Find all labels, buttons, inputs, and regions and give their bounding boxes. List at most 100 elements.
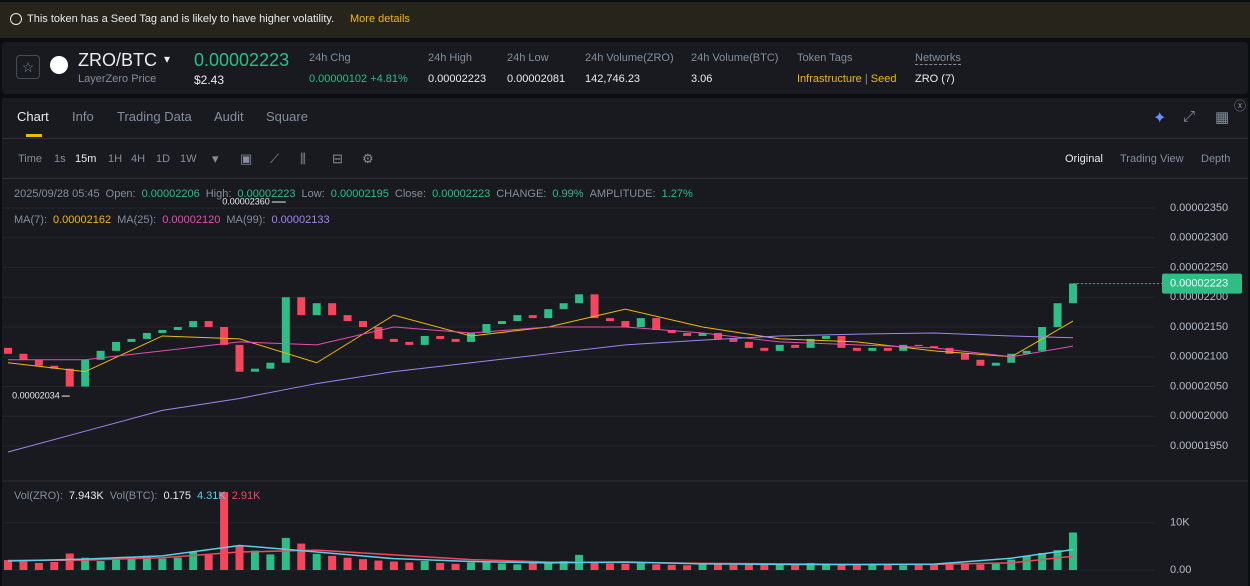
ai-icon[interactable]: ✦ [1153, 110, 1167, 127]
tag[interactable]: Infrastructure [797, 73, 862, 85]
y-tick-label: 0.00002100 [1170, 351, 1228, 363]
candle [852, 347, 861, 351]
tool-icon[interactable]: ⟋ [270, 151, 280, 166]
candle [281, 297, 290, 363]
stat-number: 142,746.23 [585, 73, 641, 85]
volume-bar [1022, 555, 1031, 570]
volume-bar [683, 565, 692, 570]
candle [605, 318, 614, 322]
tool-icon[interactable]: ⚙ [362, 151, 374, 166]
banner-link[interactable]: More details [350, 13, 410, 25]
candle [189, 321, 198, 328]
info-icon [10, 13, 22, 25]
tag[interactable]: Seed [870, 73, 897, 85]
close-icon[interactable]: ⓧ [1234, 99, 1247, 113]
tool-icon[interactable]: ⫼ [300, 151, 306, 166]
volume-bar [822, 564, 831, 570]
stat-number: 0.00002223 [428, 73, 487, 85]
subtitle[interactable]: LayerZero Price [78, 73, 157, 85]
volume-bar [467, 562, 476, 570]
candle [405, 341, 414, 345]
price-usd: $2.43 [194, 73, 225, 87]
favorite-star[interactable]: ☆ [16, 55, 40, 79]
expand-icon[interactable]: ⤢ [1183, 108, 1196, 125]
volume-bar [559, 561, 568, 570]
stat-change: +4.81% [370, 73, 408, 85]
view-option[interactable]: Depth [1201, 153, 1231, 165]
volume-bar [142, 555, 151, 570]
interval[interactable]: Time [18, 153, 43, 165]
view-option[interactable]: Trading View [1120, 153, 1184, 165]
stat-value: 3.06 [691, 73, 712, 85]
candle [744, 341, 753, 348]
candle [513, 315, 522, 322]
volume-bar [1007, 559, 1016, 570]
divider [2, 138, 1248, 139]
candle [312, 303, 321, 316]
tool-icon[interactable]: ⊟ [332, 151, 343, 166]
volume-bar [744, 562, 753, 570]
candle [822, 335, 831, 339]
volume-bar [852, 565, 861, 570]
vol-label: Vol(BTC): [109, 490, 158, 502]
candle [945, 347, 954, 354]
symbol[interactable]: ZRO/BTC [78, 50, 157, 70]
candle [930, 346, 939, 348]
candle [173, 327, 182, 330]
candle [729, 338, 738, 342]
volume-bar [883, 564, 892, 570]
y-tick-label: 0.00002250 [1170, 261, 1228, 273]
candle [112, 341, 121, 351]
volume-legend: Vol(ZRO): 7.943K Vol(BTC): 0.175 4.31K 2.91K [14, 490, 261, 502]
volume-bar [281, 537, 290, 570]
symbol-dropdown[interactable]: ▾ [164, 52, 171, 66]
ohlc-value: 0.00002206 [141, 188, 200, 200]
volume-bar [729, 564, 738, 570]
y-tick-label: 0.00002000 [1170, 410, 1228, 422]
ma-line [7, 332, 1074, 453]
tab[interactable]: Trading Data [117, 109, 192, 124]
candle [621, 321, 630, 328]
interval[interactable]: 1s [54, 153, 66, 165]
candle [328, 303, 337, 316]
annotation-label: 0.00002360 [222, 196, 270, 206]
vol-label: Vol(ZRO): [14, 490, 63, 502]
candle [204, 321, 213, 328]
tool-icon[interactable]: ▣ [240, 151, 253, 166]
tab[interactable]: Info [72, 109, 94, 124]
interval[interactable]: 15m [75, 153, 97, 165]
volume-bar [158, 558, 167, 570]
interval[interactable]: 4H [131, 153, 146, 165]
volume-bar [436, 562, 445, 570]
volume-ma-line [7, 544, 1074, 566]
interval[interactable]: 1D [156, 153, 171, 165]
vol-value: 2.91K [231, 490, 261, 502]
stat-label: 24h Chg [309, 52, 351, 64]
volume-bar [65, 553, 74, 570]
ma-value: 0.00002120 [162, 214, 221, 226]
volume-bar [50, 561, 59, 570]
view-option[interactable]: Original [1065, 153, 1103, 165]
ma-value: 0.00002162 [53, 214, 112, 226]
volume-bar [590, 562, 599, 570]
volume-bar [266, 554, 275, 570]
ohlc-value: 0.00002223 [237, 188, 296, 200]
tab[interactable]: Chart [17, 109, 49, 124]
candle [436, 335, 445, 339]
volume-bar [760, 563, 769, 570]
interval[interactable]: 1W [180, 153, 197, 165]
tool-icon[interactable]: ▾ [212, 151, 219, 166]
volume-bar [1038, 553, 1047, 570]
y-tick-label: 0.00002050 [1170, 380, 1228, 392]
tab[interactable]: Audit [214, 109, 244, 124]
candle [65, 368, 74, 387]
candle [235, 344, 244, 372]
layout-icon[interactable]: ▦ [1215, 109, 1230, 126]
ohlc-value: 0.00002223 [432, 188, 491, 200]
ohlc-label: High: [205, 188, 232, 200]
candle [575, 294, 584, 304]
interval[interactable]: 1H [108, 153, 123, 165]
volume-bar [96, 561, 105, 570]
stat-value: 0.00002081 [507, 73, 565, 85]
tab[interactable]: Square [266, 109, 308, 124]
